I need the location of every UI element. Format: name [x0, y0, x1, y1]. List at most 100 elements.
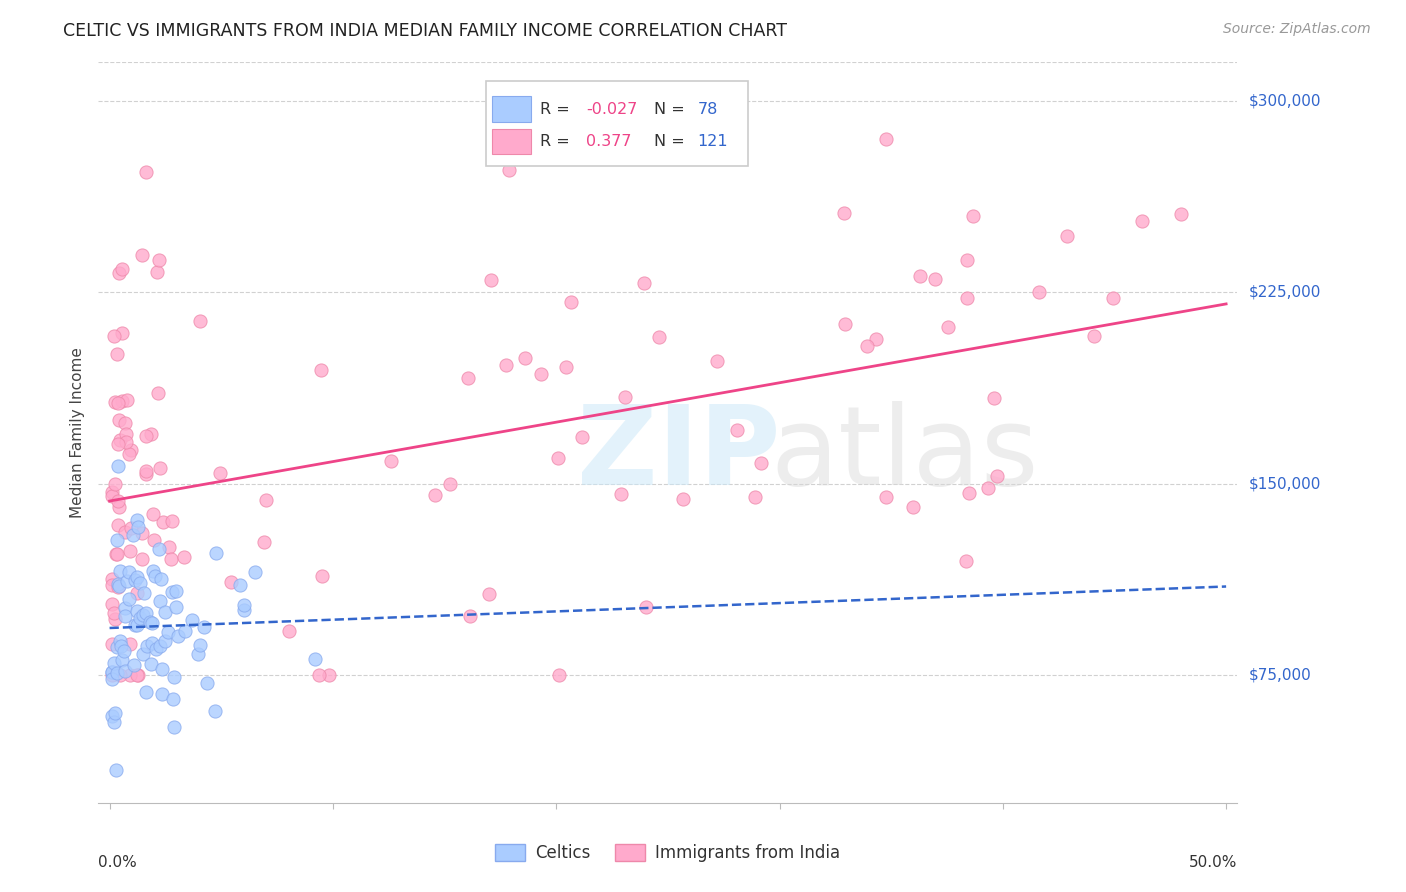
Point: [903, 500, 925, 514]
Point: [103, 656, 125, 670]
Point: [101, 665, 124, 680]
Point: [254, 492, 277, 507]
Point: [107, 577, 129, 591]
Point: [962, 209, 984, 223]
Point: [105, 666, 128, 681]
Point: [124, 657, 146, 672]
Point: [114, 608, 136, 623]
Point: [834, 317, 856, 331]
Point: [107, 533, 129, 547]
Point: [112, 644, 135, 658]
Text: N =: N =: [654, 102, 690, 117]
Point: [162, 514, 184, 528]
Point: [127, 668, 149, 682]
Point: [1083, 328, 1105, 343]
Point: [101, 485, 124, 500]
Text: N =: N =: [654, 134, 690, 149]
Point: [101, 708, 124, 723]
Point: [875, 132, 897, 146]
Point: [311, 363, 333, 377]
Point: [163, 720, 186, 734]
Legend: Celtics, Immigrants from India: Celtics, Immigrants from India: [488, 837, 848, 869]
Point: [114, 435, 136, 450]
Point: [229, 578, 252, 592]
Point: [983, 391, 1005, 405]
Point: [120, 443, 142, 458]
FancyBboxPatch shape: [492, 129, 531, 154]
Text: 78: 78: [697, 102, 718, 117]
Point: [107, 518, 129, 533]
Point: [193, 620, 215, 634]
Point: [157, 624, 180, 639]
Point: [135, 467, 157, 481]
Point: [530, 367, 553, 381]
Point: [956, 253, 979, 268]
Point: [105, 640, 128, 655]
Point: [146, 386, 169, 401]
Point: [104, 394, 127, 409]
Point: [120, 521, 142, 535]
Point: [167, 629, 190, 643]
Point: [311, 569, 333, 583]
Point: [114, 525, 136, 540]
Point: [111, 393, 134, 408]
Point: [127, 520, 149, 534]
Point: [108, 565, 131, 579]
Point: [125, 604, 148, 618]
Point: [380, 453, 402, 467]
Text: ZIP: ZIP: [576, 401, 780, 508]
Point: [110, 653, 132, 667]
Point: [118, 668, 141, 682]
Point: [141, 615, 163, 630]
Point: [118, 565, 141, 579]
Point: [135, 428, 157, 442]
Text: CELTIC VS IMMIGRANTS FROM INDIA MEDIAN FAMILY INCOME CORRELATION CHART: CELTIC VS IMMIGRANTS FROM INDIA MEDIAN F…: [63, 22, 787, 40]
Text: 0.377: 0.377: [586, 134, 631, 149]
Point: [107, 580, 129, 594]
Point: [149, 594, 172, 608]
Point: [107, 437, 129, 451]
Point: [101, 637, 124, 651]
Point: [548, 668, 571, 682]
Point: [132, 586, 155, 600]
Point: [101, 672, 124, 686]
Point: [148, 253, 170, 268]
Point: [125, 585, 148, 599]
Point: [908, 268, 931, 283]
Point: [610, 486, 633, 500]
Point: [132, 648, 155, 662]
Point: [101, 489, 124, 503]
Point: [108, 433, 131, 447]
Point: [725, 423, 748, 437]
Point: [495, 358, 517, 372]
Point: [124, 618, 146, 632]
Point: [125, 513, 148, 527]
Point: [160, 552, 183, 566]
Point: [107, 396, 129, 410]
Text: 50.0%: 50.0%: [1189, 855, 1237, 870]
Point: [208, 466, 231, 480]
Point: [114, 600, 136, 615]
Point: [219, 575, 242, 590]
Point: [956, 291, 979, 305]
Point: [152, 515, 174, 529]
Point: [107, 458, 129, 473]
Point: [139, 426, 162, 441]
Point: [148, 542, 170, 557]
Point: [976, 481, 998, 495]
Point: [104, 706, 127, 720]
Point: [117, 591, 139, 606]
Point: [955, 554, 977, 568]
Point: [554, 359, 576, 374]
Point: [560, 294, 582, 309]
Text: 0.0%: 0.0%: [98, 855, 138, 870]
Point: [127, 668, 149, 682]
Point: [129, 576, 152, 591]
Point: [143, 569, 166, 583]
Point: [832, 206, 855, 220]
Point: [146, 265, 169, 279]
Point: [439, 477, 461, 491]
Point: [188, 638, 211, 652]
Point: [1130, 213, 1153, 227]
Point: [124, 573, 146, 587]
